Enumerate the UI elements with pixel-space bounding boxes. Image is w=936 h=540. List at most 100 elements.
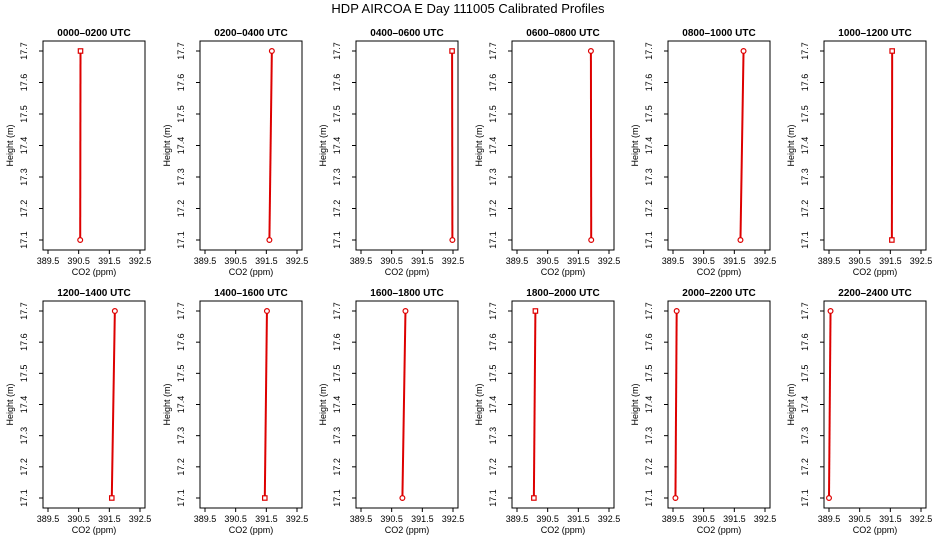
x-axis-label: CO2 (ppm) [697,267,742,277]
x-tick-label: 390.5 [380,256,403,266]
y-tick-label: 17.1 [176,489,186,507]
x-axis-label: CO2 (ppm) [853,267,898,277]
x-tick-label: 390.5 [380,514,403,524]
x-tick-label: 391.5 [411,514,434,524]
y-axis-label: Height (m) [474,383,484,425]
x-tick-label: 389.5 [350,514,373,524]
y-tick-label: 17.3 [176,427,186,445]
x-tick-label: 390.5 [692,256,715,266]
y-tick-label: 17.4 [332,396,342,414]
x-tick-label: 391.5 [567,256,590,266]
panel-11: 2000–2200 UTC 389.5 390.5 391.5 392.5 CO2 (pp… [630,288,776,535]
y-tick-label: 17.6 [19,333,29,351]
y-tick-label: 17.6 [332,333,342,351]
y-tick-label: 17.3 [19,168,29,186]
y-tick-label: 17.1 [800,231,810,249]
profile-line [263,310,268,499]
x-tick-label: 390.5 [224,256,247,266]
y-tick-label: 17.2 [19,458,29,476]
x-axis-label: CO2 (ppm) [72,525,117,535]
y-tick-label: 17.6 [488,333,498,351]
data-point-circle [588,237,595,244]
y-axis-label: Height (m) [786,124,796,166]
y-tick-label: 17.2 [644,200,654,218]
x-tick-label: 391.5 [411,256,434,266]
profile-line [110,310,116,499]
y-tick-label: 17.1 [332,231,342,249]
y-tick-label: 17.5 [176,365,186,383]
y-tick-label: 17.4 [800,396,810,414]
y-axis-label: Height (m) [474,124,484,166]
x-tick-label: 392.5 [129,256,152,266]
data-point-square [531,495,537,501]
plot-frame [823,300,927,509]
y-tick-label: 17.6 [800,333,810,351]
data-point-square [108,495,115,501]
x-tick-label: 391.5 [255,514,278,524]
data-point-circle [672,495,679,502]
y-tick-label: 17.1 [19,231,29,249]
x-tick-label: 392.5 [910,256,933,266]
x-tick-label: 389.5 [662,514,685,524]
x-tick-label: 391.5 [98,514,121,524]
y-tick-label: 17.3 [332,168,342,186]
y-tick-label: 17.7 [488,302,498,320]
y-axis-label: Height (m) [630,124,640,166]
x-tick-label: 391.5 [879,256,902,266]
profile-line [739,50,745,241]
x-tick-label: 389.5 [37,256,60,266]
x-axis-label: CO2 (ppm) [385,525,430,535]
x-tick-label: 390.5 [67,256,90,266]
y-tick-label: 17.6 [488,74,498,92]
y-tick-label: 17.5 [19,365,29,383]
y-tick-label: 17.7 [332,302,342,320]
y-tick-label: 17.1 [488,231,498,249]
y-tick-label: 17.5 [800,365,810,383]
panels-grid: 0000–0200 UTC 389.5 390.5 391.5 392.5 CO2 (pp… [5,28,932,535]
y-tick-label: 17.3 [488,168,498,186]
panel-title: 0600–0800 UTC [526,28,599,39]
panel-3: 0400–0600 UTC 389.5 390.5 391.5 392.5 CO2 (pp… [318,28,464,277]
y-tick-label: 17.4 [332,137,342,155]
data-point-circle [402,308,409,315]
y-tick-label: 17.7 [332,42,342,60]
y-tick-label: 17.3 [644,168,654,186]
panel-12: 2200–2400 UTC 389.5 390.5 391.5 392.5 CO2 (pp… [786,288,932,535]
y-tick-label: 17.4 [644,396,654,414]
y-tick-label: 17.2 [332,200,342,218]
plot-frame [355,300,459,509]
y-tick-label: 17.3 [488,427,498,445]
y-tick-label: 17.1 [176,231,186,249]
y-tick-label: 17.3 [644,427,654,445]
x-tick-label: 389.5 [662,256,685,266]
plot-frame [42,40,146,251]
plot-frame [511,300,615,509]
y-tick-label: 17.1 [644,231,654,249]
data-point-circle [263,308,270,315]
y-tick-label: 17.7 [644,302,654,320]
y-tick-label: 17.6 [176,74,186,92]
y-tick-label: 17.6 [176,333,186,351]
x-tick-label: 390.5 [848,514,871,524]
data-point-circle [111,308,118,315]
x-axis-label: CO2 (ppm) [229,525,274,535]
data-point-square [77,48,84,54]
plot-frame [667,300,771,509]
y-tick-label: 17.4 [19,137,29,155]
x-tick-label: 392.5 [754,514,777,524]
data-point-circle [268,47,275,54]
y-tick-label: 17.5 [488,105,498,123]
y-tick-label: 17.5 [332,105,342,123]
x-tick-label: 392.5 [598,514,621,524]
x-tick-label: 391.5 [98,256,121,266]
y-tick-label: 17.3 [800,427,810,445]
y-tick-label: 17.5 [332,365,342,383]
y-tick-label: 17.7 [176,302,186,320]
y-tick-label: 17.2 [176,200,186,218]
panel-6: 1000–1200 UTC 389.5 390.5 391.5 392.5 CO2 (pp… [786,28,932,277]
data-point-circle [827,308,834,315]
x-tick-label: 389.5 [818,256,841,266]
y-tick-label: 17.4 [176,137,186,155]
plot-frame [199,40,303,251]
